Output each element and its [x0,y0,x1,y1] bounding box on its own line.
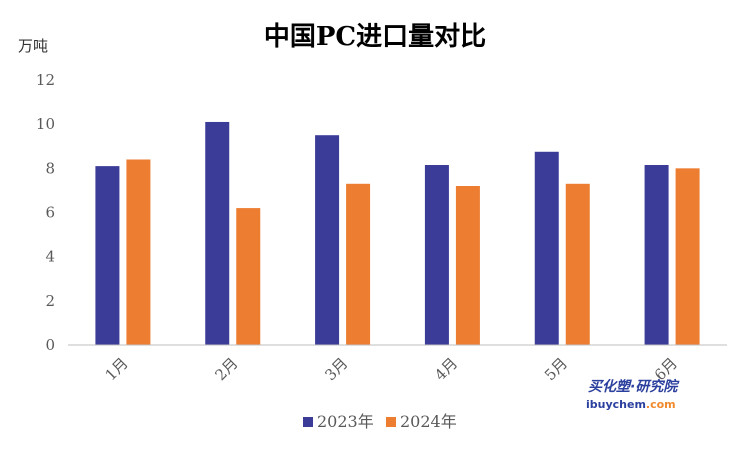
y-tick-label: 0 [45,336,55,354]
chart-title: 中国PC进口量对比 [264,22,486,52]
watermark-site: ibuychem.com [586,398,676,411]
bar-2024年-3月 [346,183,371,345]
x-category-label: 2月 [211,354,241,384]
x-category-label: 1月 [102,354,132,384]
watermark-brand: 买化塑·研究院 [588,378,680,395]
bar-2023年-6月 [644,165,669,345]
y-tick-label: 4 [45,248,55,266]
bar-2024年-4月 [455,186,480,345]
y-tick-label: 12 [36,71,55,89]
bar-2024年-2月 [236,208,261,345]
watermark-site-tld: .com [646,398,676,411]
legend-swatch [303,417,313,427]
y-tick-label: 10 [36,115,55,133]
bar-2023年-3月 [315,135,340,345]
y-tick-label: 2 [45,292,55,310]
legend-label: 2023年 [317,412,374,431]
x-category-label: 5月 [541,354,571,384]
x-category-label: 4月 [431,354,461,384]
y-axis-unit: 万吨 [18,37,48,55]
legend-swatch [386,417,396,427]
legend-label: 2024年 [400,412,457,431]
y-axis-ticks: 0 2 4 6 8 10 12 [36,71,55,354]
bar-2024年-1月 [126,159,151,345]
y-tick-label: 6 [45,204,55,222]
bar-2024年-5月 [565,183,590,345]
legend: 2023年 2024年 [303,412,457,431]
x-category-label: 3月 [321,354,351,384]
watermark-site-main: ibuychem [586,398,646,411]
y-tick-label: 8 [45,159,55,177]
bar-2023年-4月 [424,165,449,345]
watermark: 买化塑·研究院 ibuychem.com [586,378,680,411]
bar-2023年-1月 [95,166,120,345]
bars [95,121,700,345]
bar-2023年-5月 [534,151,559,345]
bar-2024年-6月 [675,168,700,345]
bar-2023年-2月 [205,121,230,345]
